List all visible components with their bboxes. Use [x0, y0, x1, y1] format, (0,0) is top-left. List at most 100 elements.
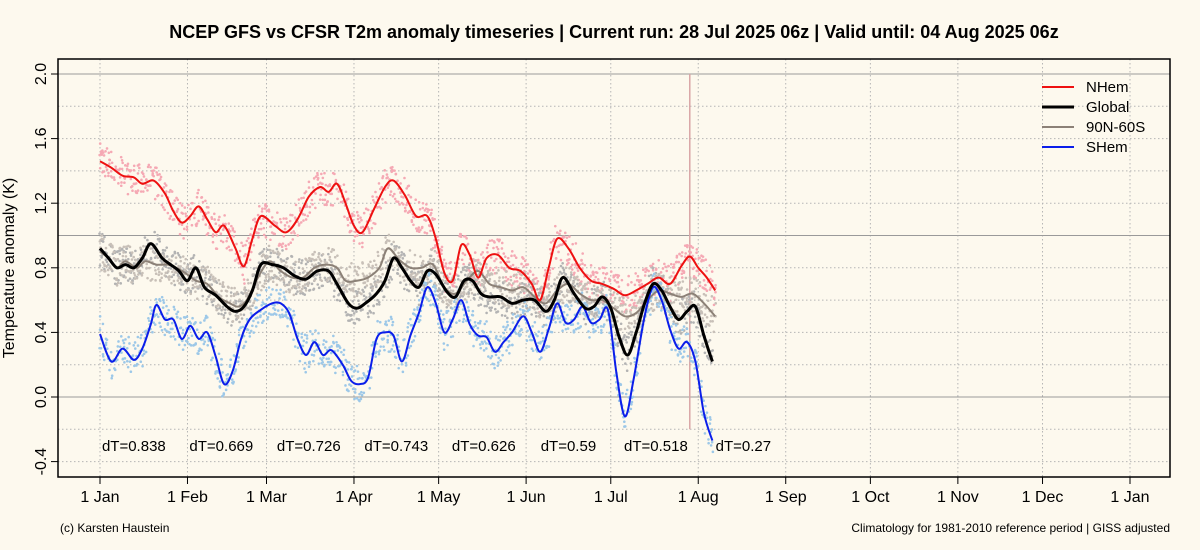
data-dot [517, 295, 520, 298]
data-dot [544, 269, 547, 272]
data-dot [181, 283, 185, 286]
data-dot [527, 283, 531, 286]
data-dot [459, 294, 463, 298]
data-dot [104, 246, 108, 250]
data-dot [269, 293, 273, 296]
data-dot [122, 245, 126, 249]
data-dot [439, 271, 443, 274]
data-dot [500, 241, 504, 245]
data-dot [502, 252, 506, 255]
data-dot [481, 250, 484, 254]
data-dot [566, 305, 570, 308]
data-dot [623, 333, 626, 337]
data-dot [355, 210, 359, 214]
data-dot [698, 272, 701, 276]
data-dot [251, 304, 254, 307]
data-dot [485, 262, 488, 266]
data-dot [393, 192, 396, 196]
data-dot [670, 288, 674, 292]
data-dot [303, 213, 307, 217]
data-dot [352, 289, 355, 293]
data-dot [233, 286, 236, 290]
data-dot [680, 251, 684, 254]
data-dot [155, 313, 158, 316]
data-dot [412, 271, 415, 275]
data-dot [174, 256, 178, 259]
data-dot [562, 236, 566, 239]
data-dot [603, 266, 606, 270]
data-dot [436, 294, 440, 297]
data-dot [358, 221, 361, 224]
dt-annotation: dT=0.669 [189, 438, 253, 455]
data-dot [258, 281, 262, 284]
data-dot [642, 291, 646, 295]
data-dot [372, 277, 376, 281]
data-dot [401, 257, 405, 260]
data-dot [298, 272, 302, 276]
data-dot [708, 416, 712, 419]
data-dot [705, 315, 709, 319]
data-dot [145, 178, 148, 181]
data-dot [256, 293, 260, 297]
data-dot [521, 281, 524, 285]
data-dot [318, 198, 322, 201]
data-dot [284, 290, 288, 293]
data-dot [424, 219, 428, 222]
data-dot [513, 280, 517, 283]
data-dot [515, 273, 518, 276]
data-dot [248, 258, 252, 262]
data-dot [642, 268, 645, 272]
data-dot [660, 309, 663, 312]
data-dot [542, 311, 545, 315]
data-dot [119, 184, 123, 188]
data-dot [386, 176, 389, 179]
data-dot [674, 298, 678, 302]
data-dot [378, 320, 382, 324]
data-dot [508, 327, 512, 331]
data-dot [540, 331, 544, 335]
data-dot [439, 309, 443, 313]
data-dot [438, 292, 442, 296]
data-dot [361, 308, 364, 311]
data-dot [695, 251, 698, 254]
data-dot [509, 275, 513, 279]
data-dot [537, 291, 541, 295]
data-dot [142, 175, 146, 178]
data-dot [332, 272, 336, 276]
data-dot [321, 361, 325, 364]
data-dot [566, 276, 569, 279]
data-dot [164, 184, 168, 187]
data-dot [691, 254, 694, 258]
data-dot [418, 318, 422, 322]
data-dot [707, 438, 710, 441]
data-dot [595, 293, 598, 297]
data-dot [647, 274, 651, 278]
data-dot [391, 165, 394, 169]
data-dot [471, 309, 475, 313]
data-dot [353, 283, 356, 286]
data-dot [636, 340, 639, 344]
data-dot [647, 308, 651, 311]
data-dot [562, 310, 566, 314]
data-dot [714, 283, 717, 287]
data-dot [350, 214, 354, 218]
data-dot [162, 298, 165, 302]
data-dot [354, 290, 358, 293]
data-dot [207, 211, 210, 214]
data-dot [565, 236, 569, 239]
data-dot [223, 311, 227, 315]
data-dot [249, 329, 253, 333]
data-dot [451, 289, 455, 293]
data-dot [145, 266, 148, 270]
data-dot [445, 305, 449, 309]
data-dot [166, 211, 170, 215]
data-dot [476, 258, 480, 262]
data-dot [459, 302, 463, 306]
data-dot [126, 162, 130, 166]
data-dot [253, 297, 257, 301]
data-dot [305, 341, 308, 344]
data-dot [585, 290, 589, 294]
data-dot [503, 304, 507, 307]
data-dot [412, 339, 416, 342]
data-dot [430, 208, 433, 212]
